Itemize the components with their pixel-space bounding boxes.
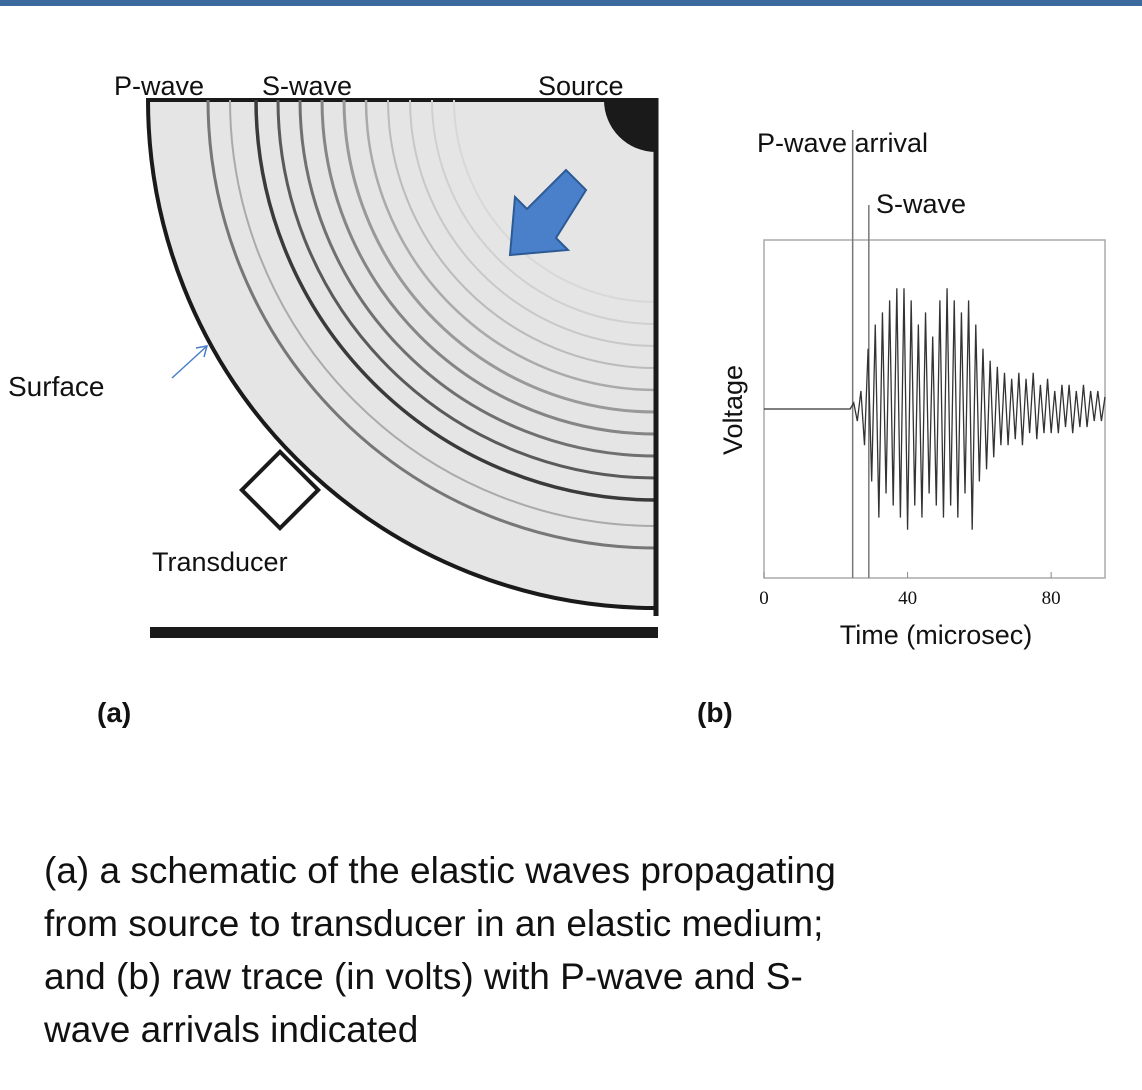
transducer-shape xyxy=(238,448,322,532)
x-tick-label: 80 xyxy=(1042,588,1061,609)
wavefront xyxy=(320,99,657,436)
wavefront xyxy=(431,99,657,325)
y-axis-label: Voltage xyxy=(718,365,748,455)
source-label: Source xyxy=(538,71,624,101)
x-tick-label: 40 xyxy=(898,588,917,609)
caption-line: wave arrivals indicated xyxy=(43,1009,418,1050)
s-wave-label: S-wave xyxy=(262,71,352,101)
wavefronts xyxy=(206,99,657,550)
wavefront xyxy=(387,99,657,369)
trace-line xyxy=(764,288,1106,530)
x-tick-label: 0 xyxy=(759,588,769,609)
wavefront xyxy=(342,99,657,414)
source-shape xyxy=(604,100,656,152)
medium xyxy=(145,98,658,611)
caption-line: and (b) raw trace (in volts) with P-wave… xyxy=(44,956,803,997)
wavefront xyxy=(254,99,657,502)
caption-line: (a) a schematic of the elastic waves pro… xyxy=(44,850,836,891)
wavefront xyxy=(206,99,657,550)
header-bar xyxy=(0,0,1142,6)
panel-b-label: (b) xyxy=(697,697,733,728)
wavefront xyxy=(276,99,657,480)
wavefront xyxy=(364,99,657,392)
wavefront xyxy=(298,99,657,458)
transducer-label: Transducer xyxy=(152,547,288,577)
schematic: P-wave S-wave Source Surface Transducer … xyxy=(8,71,659,728)
wavefront xyxy=(229,99,657,527)
p-wave-label: P-wave xyxy=(114,71,204,101)
wavefront xyxy=(409,99,657,347)
caption: (a) a schematic of the elastic waves pro… xyxy=(43,850,836,1050)
arrival-label: P-wave arrival xyxy=(757,128,928,158)
direction-arrow xyxy=(508,168,588,257)
arrival-label: S-wave xyxy=(876,189,966,219)
base-bar xyxy=(150,627,658,638)
x-axis-label: Time (microsec) xyxy=(840,620,1033,650)
panel-a-label: (a) xyxy=(97,697,131,728)
surface-label: Surface xyxy=(8,371,105,402)
caption-line: from source to transducer in an elastic … xyxy=(44,903,823,944)
trace-chart: Time (microsec) Voltage (b) 0 40 80 P-wave … xyxy=(697,128,1106,728)
surface-pointer xyxy=(171,345,209,379)
